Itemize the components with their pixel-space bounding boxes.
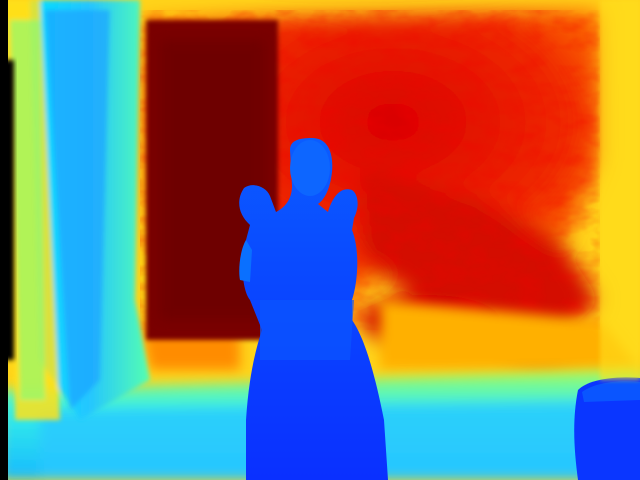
person-silhouette bbox=[239, 138, 388, 480]
left-wall-region bbox=[0, 0, 150, 420]
near-object-right bbox=[574, 377, 640, 480]
